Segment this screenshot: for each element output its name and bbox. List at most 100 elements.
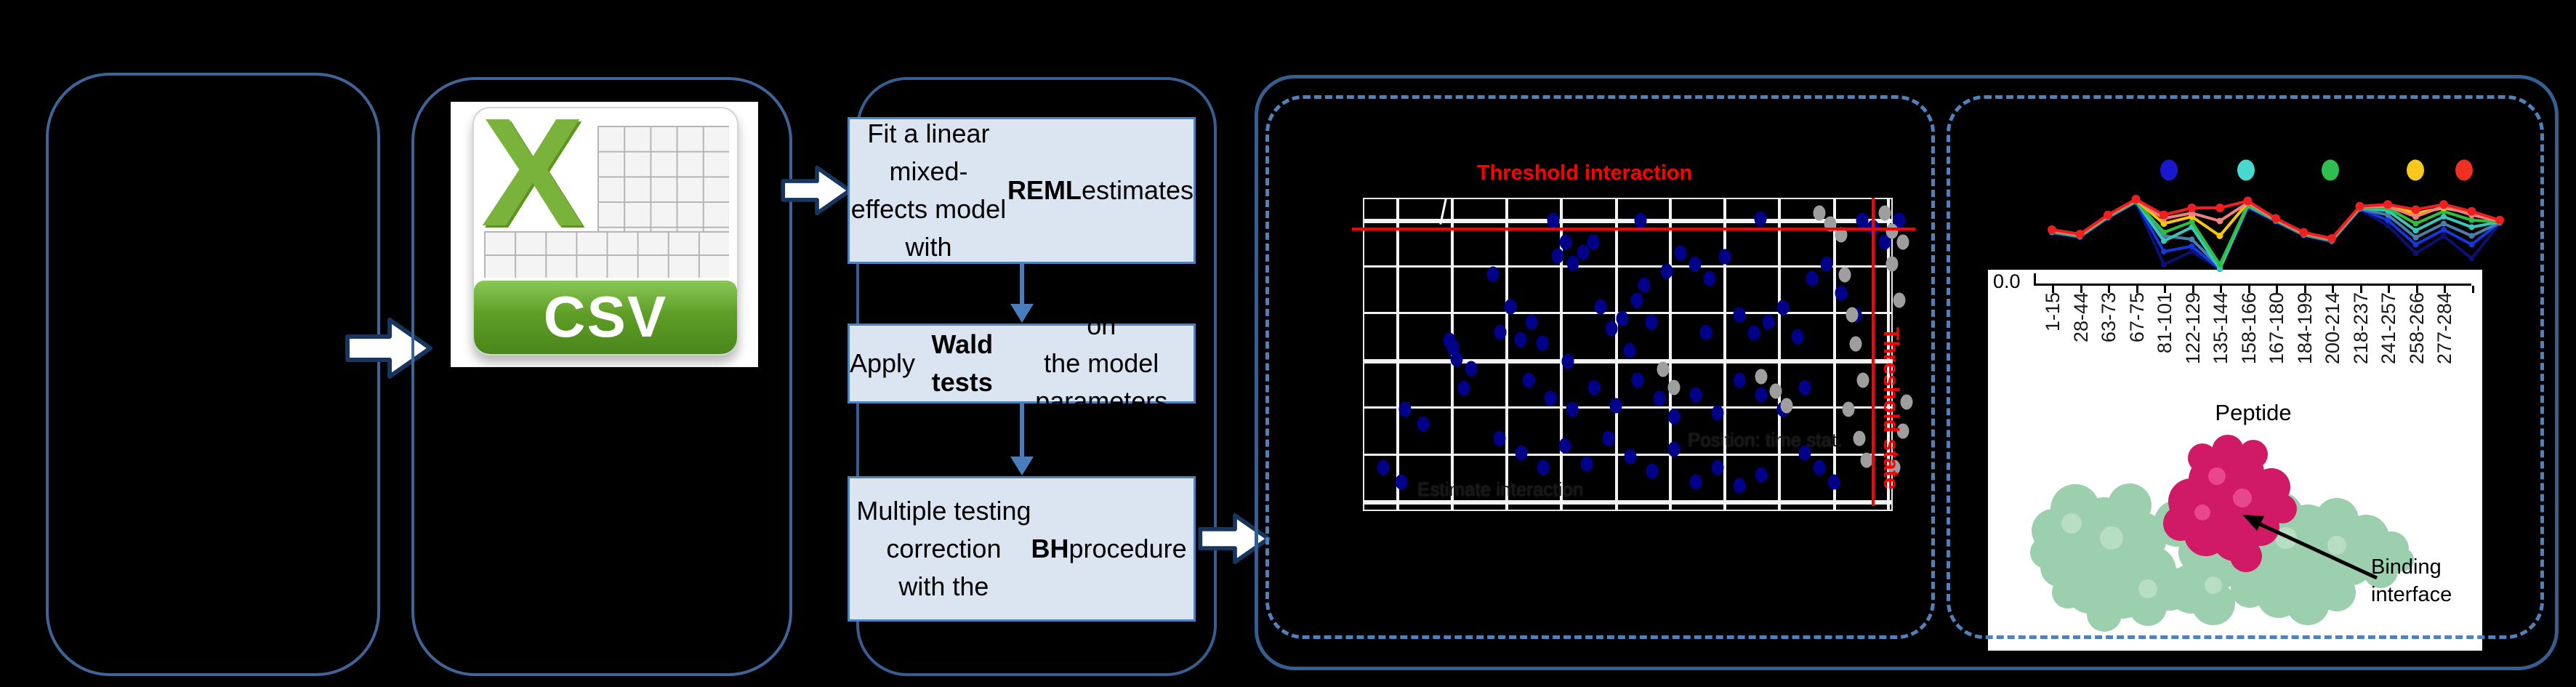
scatter-gridline-v xyxy=(1396,199,1399,510)
uptake-marker xyxy=(2189,236,2195,243)
uptake-marker xyxy=(2048,225,2056,234)
uptake-axis-tick xyxy=(2444,286,2446,293)
scatter-point-gray xyxy=(1878,205,1891,221)
peptide-tick-label: 63-73 xyxy=(2098,292,2120,343)
scatter-point-blue xyxy=(1465,361,1478,377)
uptake-marker xyxy=(2385,212,2391,218)
uptake-marker xyxy=(2411,205,2420,214)
peptide-tick-label: 241-257 xyxy=(2378,292,2399,365)
step-box-wald: Apply Wald tests on the model parameters xyxy=(848,310,1196,416)
step-text: on the model parameters xyxy=(1035,310,1168,417)
uptake-marker xyxy=(2468,217,2475,223)
uptake-marker xyxy=(2441,233,2447,239)
scatter-point-blue xyxy=(1733,372,1746,388)
flow-arrow-icon-1 xyxy=(345,318,432,379)
scatter-point-blue xyxy=(1450,351,1463,367)
uptake-y-zero-label: 0.0 xyxy=(1993,270,2021,292)
step-text: procedure xyxy=(1068,533,1187,563)
uptake-marker xyxy=(2385,222,2391,228)
scatter-gridline-v xyxy=(1505,199,1508,510)
scatter-point-blue xyxy=(1667,441,1681,457)
uptake-marker xyxy=(2468,224,2475,230)
scatter-point-gray xyxy=(1896,423,1909,439)
peptide-tick-label: 258-266 xyxy=(2405,292,2428,365)
scatter-point-gray xyxy=(1856,372,1869,388)
uptake-marker xyxy=(2131,195,2141,204)
uptake-marker xyxy=(2104,210,2112,220)
scatter-point-blue xyxy=(1494,324,1507,340)
uptake-marker xyxy=(2383,200,2392,209)
peptide-tick-label: 81-101 xyxy=(2154,292,2175,354)
threshold-interaction-line xyxy=(1352,228,1915,230)
uptake-legend-dot xyxy=(2160,159,2178,181)
uptake-marker xyxy=(2327,234,2336,243)
scatter-gridline-h xyxy=(1364,406,1891,409)
uptake-marker xyxy=(2412,250,2419,257)
scatter-point-blue xyxy=(1755,467,1768,483)
scatter-point-blue xyxy=(1733,478,1746,494)
uptake-axis-tick xyxy=(2136,286,2138,293)
scatter-point-gray xyxy=(1885,256,1899,272)
scatter-point-blue xyxy=(1638,277,1651,293)
threshold-state-line xyxy=(1872,198,1875,506)
uptake-marker xyxy=(2075,230,2085,238)
scatter-point-blue xyxy=(1718,249,1731,265)
scatter-point-gray xyxy=(1835,227,1848,243)
step-text: estimates xyxy=(1081,174,1194,205)
scatter-point-gray xyxy=(1849,336,1862,352)
uptake-axis-tick xyxy=(2108,286,2110,293)
uptake-marker xyxy=(2385,217,2391,223)
step1-empty-box xyxy=(46,73,380,676)
uptake-marker xyxy=(2468,233,2475,239)
protein-structure-image xyxy=(2030,435,2414,632)
uptake-marker xyxy=(2271,214,2280,223)
uptake-axis-tick xyxy=(2332,286,2334,293)
scatter-point-blue xyxy=(1827,474,1840,490)
uptake-axis-tick xyxy=(2052,286,2054,293)
uptake-marker xyxy=(2468,241,2475,248)
peptide-tick-label: 218-237 xyxy=(2349,292,2372,365)
scatter-point-blue xyxy=(1820,256,1833,272)
uptake-marker xyxy=(2189,249,2195,254)
scatter-point-blue xyxy=(1689,256,1702,272)
scatter-gridline-h xyxy=(1364,312,1891,314)
scatter-point-blue xyxy=(1733,307,1746,323)
uptake-legend-dot xyxy=(2407,159,2424,181)
uptake-marker xyxy=(2215,204,2224,212)
scatter-gridline-v xyxy=(1669,199,1672,510)
peptide-tick-label: 200-214 xyxy=(2322,292,2343,365)
scatter-point-blue xyxy=(1504,299,1517,315)
scatter-point-blue xyxy=(1689,387,1702,403)
scatter-point-blue xyxy=(1398,401,1412,417)
scatter-point-blue xyxy=(1577,244,1590,260)
scatter-point-blue xyxy=(1835,285,1848,301)
uptake-marker xyxy=(2467,206,2476,216)
step-connector-arrow-icon-1 xyxy=(1010,304,1034,323)
scatter-point-blue xyxy=(1674,245,1687,261)
peptide-tick-label: 135-144 xyxy=(2210,292,2231,365)
scatter-point-blue xyxy=(1667,409,1681,425)
uptake-line-chart xyxy=(2048,195,2504,273)
step-connector-line-1 xyxy=(1020,264,1024,305)
peptide-tick-label: 184-199 xyxy=(2293,292,2316,365)
step2-csv-box xyxy=(411,77,792,676)
uptake-marker xyxy=(2216,217,2223,225)
step-text: BH xyxy=(1031,533,1069,563)
uptake-marker xyxy=(2412,213,2419,220)
peptide-tick-label: 67-75 xyxy=(2125,292,2148,343)
scatter-point-blue xyxy=(1537,459,1550,475)
uptake-marker xyxy=(2355,201,2364,211)
scatter-point-blue xyxy=(1616,310,1629,326)
peptide-axis-title: Peptide xyxy=(2215,400,2292,425)
uptake-marker xyxy=(2439,200,2448,209)
uptake-marker xyxy=(2243,196,2253,206)
uptake-marker xyxy=(2160,210,2168,220)
uptake-marker xyxy=(2441,214,2447,220)
scatter-point-blue xyxy=(1544,390,1557,406)
scatter-point-gray xyxy=(1860,452,1873,468)
uptake-axis-tick xyxy=(2080,286,2082,293)
scatter-point-blue xyxy=(1515,445,1528,461)
scatter-point-blue xyxy=(1587,379,1601,395)
results-container xyxy=(1255,75,2559,670)
